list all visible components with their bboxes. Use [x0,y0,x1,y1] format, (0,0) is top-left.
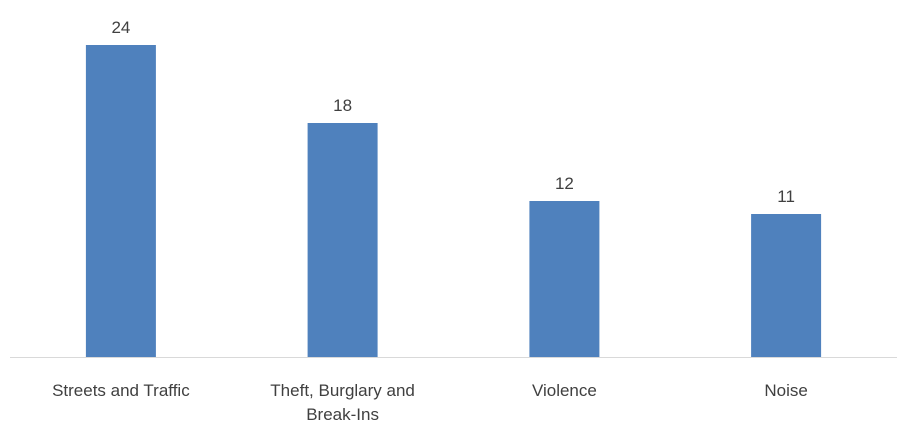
data-label-3: 11 [777,187,795,206]
data-label-0: 24 [111,18,130,37]
x-tick-label-line: Violence [532,381,597,400]
x-tick-label-line: Break-Ins [306,405,379,424]
bar-2 [529,201,600,357]
bar-0 [85,45,156,357]
data-labels-group: 24 18 12 11 [111,18,794,206]
x-tick-label-line: Streets and Traffic [52,381,190,400]
x-tick-label-3: Noise [764,381,807,400]
x-tick-label-2: Violence [532,381,597,400]
bar-1 [307,123,378,357]
x-tick-label-line: Noise [764,381,807,400]
x-tick-label-0: Streets and Traffic [52,381,190,400]
x-tick-label-line: Theft, Burglary and [270,381,415,400]
x-tick-label-1: Theft, Burglary and Break-Ins [270,381,415,424]
data-label-1: 18 [333,96,352,115]
data-label-2: 12 [555,174,574,193]
bars-group [85,45,822,357]
bar-3 [751,214,822,357]
x-tick-labels-group: Streets and Traffic Theft, Burglary and Br… [52,381,808,424]
